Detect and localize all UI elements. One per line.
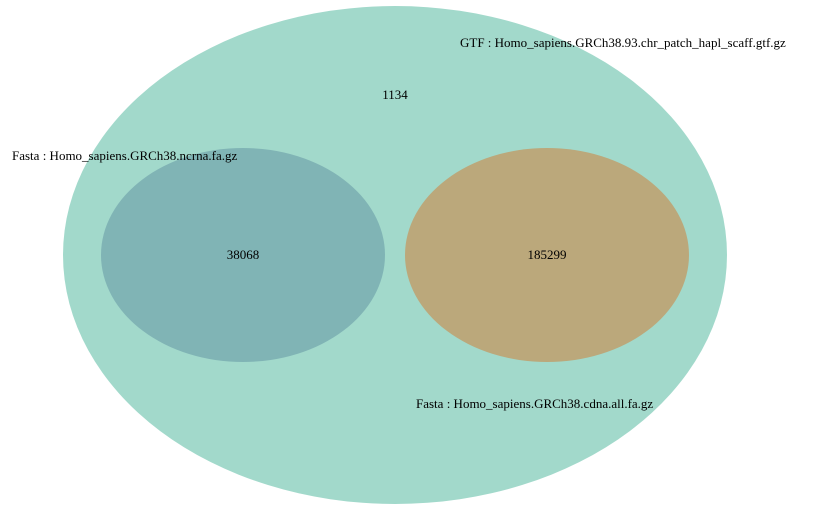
set-count: 185299 (528, 247, 567, 262)
ncrna-set (101, 148, 385, 362)
set-count: 38068 (227, 247, 260, 262)
gtf-set (63, 6, 727, 504)
set-label: Fasta : Homo_sapiens.GRCh38.cdna.all.fa.… (416, 396, 653, 411)
set-label: Fasta : Homo_sapiens.GRCh38.ncrna.fa.gz (12, 148, 238, 163)
cdna-set (405, 148, 689, 362)
set-label: GTF : Homo_sapiens.GRCh38.93.chr_patch_h… (460, 35, 786, 50)
set-count: 1134 (382, 87, 408, 102)
